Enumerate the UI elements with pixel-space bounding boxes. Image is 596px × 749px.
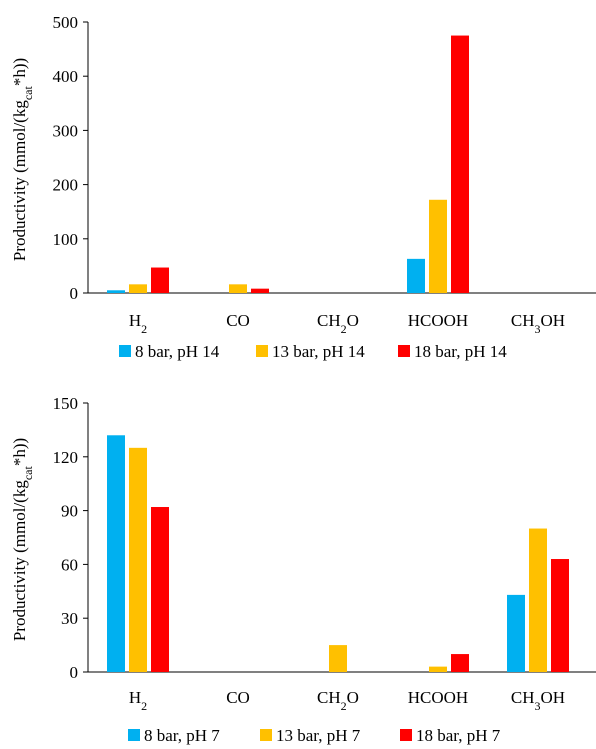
legend-label: 8 bar, pH 14 xyxy=(135,342,220,361)
y-tick-label: 300 xyxy=(53,121,79,140)
legend-swatch xyxy=(260,729,272,741)
category-label: H2 xyxy=(129,311,147,336)
y-tick-label: 150 xyxy=(53,394,79,413)
category-label: CH2O xyxy=(317,688,359,713)
y-tick-label: 400 xyxy=(53,67,79,86)
bar xyxy=(429,199,447,293)
y-tick-label: 60 xyxy=(61,555,78,574)
legend-swatch xyxy=(398,345,410,357)
bar xyxy=(251,288,269,293)
bar xyxy=(129,284,147,293)
legend-label: 18 bar, pH 14 xyxy=(414,342,507,361)
bar xyxy=(407,258,425,293)
bar xyxy=(451,654,469,672)
y-tick-label: 90 xyxy=(61,502,78,521)
category-label: CO xyxy=(226,311,250,330)
bar xyxy=(229,284,247,293)
bar xyxy=(451,35,469,294)
y-tick-label: 120 xyxy=(53,448,79,467)
y-tick-label: 0 xyxy=(70,284,79,303)
bar xyxy=(529,528,547,672)
bar xyxy=(151,507,169,672)
y-tick-label: 500 xyxy=(53,13,79,32)
bar xyxy=(107,290,125,293)
bar xyxy=(129,447,147,672)
category-label: HCOOH xyxy=(408,311,468,330)
category-label: CO xyxy=(226,688,250,707)
bar xyxy=(151,267,169,293)
legend-label: 18 bar, pH 7 xyxy=(416,726,501,745)
category-label: CH3OH xyxy=(511,311,565,336)
legend-swatch xyxy=(256,345,268,357)
legend-swatch xyxy=(400,729,412,741)
category-label: CH2O xyxy=(317,311,359,336)
legend-label: 13 bar, pH 14 xyxy=(272,342,365,361)
y-axis-title: Productivity (mmol/(kgcat*h)) xyxy=(10,58,35,261)
category-label: HCOOH xyxy=(408,688,468,707)
category-label: CH3OH xyxy=(511,688,565,713)
bar xyxy=(329,645,347,672)
bar xyxy=(507,594,525,672)
category-label: H2 xyxy=(129,688,147,713)
bar xyxy=(107,435,125,672)
y-axis-title: Productivity (mmol/(kgcat*h)) xyxy=(10,438,35,641)
bar xyxy=(551,559,569,672)
chart-bottom: 0 30 60 90 120 150 Productivity (mmol/(kgcat*h… xyxy=(10,394,596,745)
y-tick-label: 200 xyxy=(53,176,79,195)
y-tick-label: 100 xyxy=(53,230,79,249)
y-tick-label: 0 xyxy=(70,663,79,682)
y-tick-label: 30 xyxy=(61,609,78,628)
bar xyxy=(429,666,447,672)
legend-swatch xyxy=(128,729,140,741)
legend-label: 13 bar, pH 7 xyxy=(276,726,361,745)
legend-swatch xyxy=(119,345,131,357)
chart-top: 0 100 200 300 400 500 Productivity (mmol/(kgca… xyxy=(10,13,596,361)
legend-label: 8 bar, pH 7 xyxy=(144,726,220,745)
